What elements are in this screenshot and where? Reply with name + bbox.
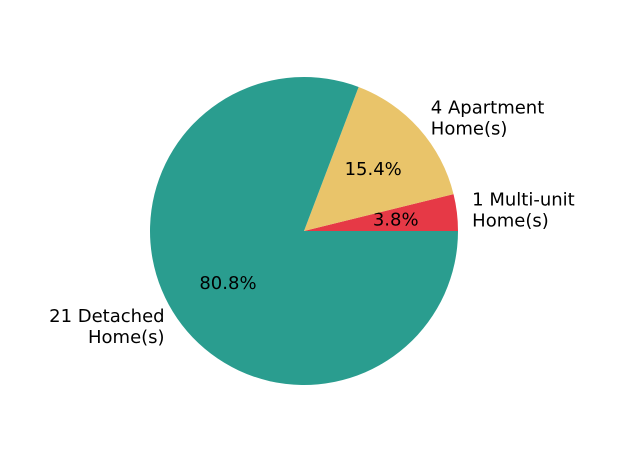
slice-category-label: 21 Detached Home(s) — [49, 306, 164, 348]
slice-category-label: 4 Apartment Home(s) — [431, 98, 544, 140]
slice-percent-label: 3.8% — [373, 209, 419, 230]
slice-percent-label: 80.8% — [199, 273, 256, 294]
slice-percent-label: 15.4% — [345, 159, 402, 180]
slice-category-label: 1 Multi-unit Home(s) — [472, 190, 575, 232]
slice-category-label-line: 4 Apartment — [431, 98, 544, 119]
pie-slice — [304, 194, 458, 231]
slice-category-label-line: 21 Detached — [49, 306, 164, 327]
slice-category-label-line: Home(s) — [88, 327, 165, 348]
slice-category-label-line: 1 Multi-unit — [472, 190, 575, 211]
slice-category-label-line: Home(s) — [431, 119, 508, 140]
pie-slice — [150, 77, 459, 385]
slice-category-label-line: Home(s) — [472, 211, 549, 232]
pie-slice — [304, 87, 454, 231]
